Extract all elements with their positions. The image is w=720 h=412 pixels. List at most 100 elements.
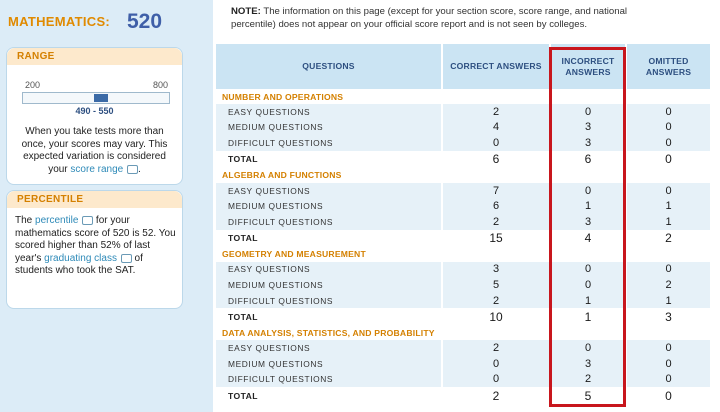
speech-bubble-icon[interactable] [127, 164, 139, 174]
omitted-count: 0 [626, 261, 710, 278]
correct-count: 0 [442, 371, 551, 388]
percentile-link[interactable]: percentile [35, 215, 79, 226]
range-description: When you take tests more than once, your… [13, 126, 176, 176]
incorrect-count: 3 [550, 135, 627, 151]
score-value: 520 [127, 10, 163, 33]
section-title: NUMBER AND OPERATIONS [216, 89, 710, 104]
percentile-description: The percentile for your mathematics scor… [15, 215, 176, 278]
omitted-count: 1 [626, 213, 710, 230]
total-correct: 10 [442, 308, 551, 326]
table-row: EASY QUESTIONS 7 0 0 [216, 182, 710, 199]
incorrect-count: 2 [550, 371, 627, 388]
header-questions: QUESTIONS [216, 44, 443, 89]
range-bar [22, 92, 170, 104]
range-value-label: 490 - 550 [75, 106, 114, 116]
total-omitted: 0 [626, 150, 710, 168]
results-table: QUESTIONS CORRECT ANSWERS INCORRECT ANSW… [216, 44, 710, 405]
total-omitted: 0 [626, 387, 710, 405]
table-row: MEDIUM QUESTIONS 4 3 0 [216, 119, 710, 136]
omitted-count: 0 [626, 119, 710, 136]
section-title: DATA ANALYSIS, STATISTICS, AND PROBABILI… [216, 325, 710, 341]
percentile-card: PERCENTILE The percentile for your mathe… [6, 190, 183, 309]
sidebar: MATHEMATICS: 520 RANGE 200 800 490 - 550… [0, 0, 213, 412]
correct-count: 0 [442, 355, 551, 372]
omitted-count: 0 [626, 371, 710, 388]
score-range-link[interactable]: score range [70, 163, 124, 175]
range-card: RANGE 200 800 490 - 550 When you take te… [6, 47, 183, 185]
total-incorrect: 1 [550, 308, 627, 326]
row-label: MEDIUM QUESTIONS [216, 277, 443, 293]
table-row: MEDIUM QUESTIONS 0 3 0 [216, 355, 710, 372]
section-header-row: NUMBER AND OPERATIONS [216, 89, 710, 104]
total-correct: 2 [442, 387, 551, 405]
row-label: EASY QUESTIONS [216, 182, 443, 199]
total-label: TOTAL [216, 229, 443, 247]
graduating-class-link[interactable]: graduating class [44, 252, 117, 264]
row-label: MEDIUM QUESTIONS [216, 198, 443, 214]
omitted-count: 0 [626, 135, 710, 151]
table-row: DIFFICULT QUESTIONS 2 1 1 [216, 292, 710, 309]
score-label: MATHEMATICS: [8, 14, 111, 29]
omitted-count: 0 [626, 182, 710, 199]
row-label: MEDIUM QUESTIONS [216, 355, 443, 372]
incorrect-count: 0 [550, 104, 627, 120]
row-label: DIFFICULT QUESTIONS [216, 213, 443, 230]
table-header-row: QUESTIONS CORRECT ANSWERS INCORRECT ANSW… [216, 44, 710, 89]
total-row: TOTAL 2 5 0 [216, 387, 710, 405]
correct-count: 0 [442, 135, 551, 151]
incorrect-count: 0 [550, 340, 627, 356]
range-heading: RANGE [7, 48, 182, 65]
row-label: DIFFICULT QUESTIONS [216, 371, 443, 388]
results-table-container: QUESTIONS CORRECT ANSWERS INCORRECT ANSW… [216, 44, 710, 409]
range-fill [93, 94, 109, 102]
incorrect-count: 1 [550, 198, 627, 214]
total-label: TOTAL [216, 308, 443, 326]
table-row: EASY QUESTIONS 3 0 0 [216, 261, 710, 278]
range-text-before: When you take tests more than once, your… [21, 126, 168, 175]
note-text: The information on this page (except for… [231, 6, 628, 30]
omitted-count: 1 [626, 292, 710, 309]
disclaimer-note: NOTE: The information on this page (exce… [231, 5, 671, 31]
note-label: NOTE: [231, 6, 261, 17]
omitted-count: 2 [626, 277, 710, 293]
total-omitted: 2 [626, 229, 710, 247]
incorrect-count: 1 [550, 292, 627, 309]
correct-count: 2 [442, 213, 551, 230]
table-row: EASY QUESTIONS 2 0 0 [216, 104, 710, 120]
total-label: TOTAL [216, 150, 443, 168]
correct-count: 5 [442, 277, 551, 293]
row-label: MEDIUM QUESTIONS [216, 119, 443, 136]
range-text-after: . [138, 163, 141, 175]
table-row: MEDIUM QUESTIONS 5 0 2 [216, 277, 710, 293]
incorrect-count: 3 [550, 355, 627, 372]
total-correct: 6 [442, 150, 551, 168]
incorrect-count: 3 [550, 213, 627, 230]
section-header-row: GEOMETRY AND MEASUREMENT [216, 246, 710, 262]
percentile-text-3: of students who took the SAT. [15, 252, 143, 277]
table-row: DIFFICULT QUESTIONS 2 3 1 [216, 213, 710, 230]
section-header-row: DATA ANALYSIS, STATISTICS, AND PROBABILI… [216, 325, 710, 341]
correct-count: 6 [442, 198, 551, 214]
total-incorrect: 5 [550, 387, 627, 405]
row-label: DIFFICULT QUESTIONS [216, 135, 443, 151]
row-label: DIFFICULT QUESTIONS [216, 292, 443, 309]
percentile-heading: PERCENTILE [7, 191, 182, 208]
table-row: DIFFICULT QUESTIONS 0 2 0 [216, 371, 710, 388]
speech-bubble-icon[interactable] [82, 215, 94, 225]
correct-count: 2 [442, 292, 551, 309]
header-correct: CORRECT ANSWERS [442, 44, 551, 89]
header-omitted: OMITTED ANSWERS [626, 44, 710, 89]
total-row: TOTAL 10 1 3 [216, 308, 710, 326]
correct-count: 2 [442, 104, 551, 120]
incorrect-count: 3 [550, 119, 627, 136]
range-max-label: 800 [152, 80, 168, 90]
table-body: NUMBER AND OPERATIONS EASY QUESTIONS 2 0 0 ME… [216, 89, 710, 405]
incorrect-count: 0 [550, 261, 627, 278]
correct-count: 3 [442, 261, 551, 278]
omitted-count: 0 [626, 340, 710, 356]
table-row: EASY QUESTIONS 2 0 0 [216, 340, 710, 356]
speech-bubble-icon[interactable] [120, 253, 132, 263]
range-min-label: 200 [25, 80, 41, 90]
total-incorrect: 4 [550, 229, 627, 247]
table-row: DIFFICULT QUESTIONS 0 3 0 [216, 135, 710, 151]
